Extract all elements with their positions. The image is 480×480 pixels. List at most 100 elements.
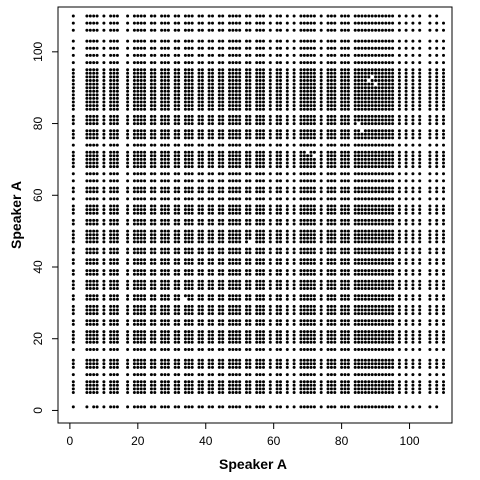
- data-point: [85, 208, 89, 212]
- data-point: [126, 405, 130, 409]
- data-point: [217, 279, 221, 283]
- data-point: [377, 247, 381, 251]
- data-point: [262, 405, 265, 409]
- data-point: [360, 82, 364, 86]
- data-point: [299, 229, 303, 233]
- data-point: [312, 161, 316, 165]
- data-point: [363, 272, 367, 276]
- data-point: [217, 96, 221, 100]
- data-point: [285, 348, 289, 351]
- data-point: [136, 46, 140, 50]
- data-point: [231, 383, 235, 387]
- data-point: [367, 136, 371, 140]
- data-point: [329, 258, 333, 262]
- data-point: [302, 337, 306, 341]
- data-point: [231, 340, 235, 344]
- data-point: [160, 240, 164, 244]
- data-point: [275, 312, 279, 316]
- data-point: [292, 258, 296, 262]
- data-point: [248, 272, 252, 276]
- data-point: [197, 287, 201, 290]
- data-point: [173, 161, 177, 165]
- data-point: [306, 129, 310, 133]
- data-point: [136, 211, 140, 215]
- data-point: [370, 294, 374, 298]
- data-point: [340, 39, 344, 43]
- data-point: [377, 211, 381, 215]
- data-point: [238, 330, 242, 334]
- data-point: [136, 107, 140, 111]
- data-point: [160, 150, 164, 154]
- data-point: [112, 283, 116, 287]
- data-point: [279, 157, 282, 161]
- data-point: [183, 222, 187, 226]
- data-point: [343, 122, 347, 126]
- data-point: [163, 222, 167, 226]
- data-point: [163, 129, 167, 133]
- data-point: [163, 154, 167, 158]
- data-point: [153, 136, 157, 140]
- data-point: [360, 387, 364, 391]
- data-point: [346, 53, 350, 57]
- data-point: [367, 383, 371, 387]
- data-point: [112, 136, 116, 140]
- data-point: [102, 258, 106, 262]
- data-point: [211, 75, 214, 79]
- data-point: [115, 308, 119, 312]
- data-point: [238, 340, 242, 344]
- data-point: [207, 21, 211, 25]
- data-point: [211, 61, 214, 65]
- data-point: [326, 71, 330, 75]
- data-point: [238, 190, 242, 194]
- data-point: [268, 104, 272, 108]
- data-point: [88, 240, 92, 244]
- data-point: [340, 179, 344, 183]
- data-point: [197, 21, 201, 25]
- data-point: [268, 136, 272, 140]
- data-point: [177, 373, 181, 377]
- data-point: [377, 154, 381, 158]
- data-point: [292, 330, 296, 334]
- data-point: [367, 154, 371, 158]
- data-point: [95, 233, 99, 237]
- data-point: [149, 190, 153, 194]
- data-point: [363, 104, 367, 108]
- data-point: [248, 150, 252, 154]
- data-point: [95, 61, 99, 65]
- data-point: [299, 294, 303, 298]
- data-point: [357, 218, 361, 222]
- data-point: [197, 272, 201, 276]
- data-point: [377, 179, 381, 183]
- data-point: [279, 218, 282, 222]
- data-point: [132, 322, 136, 326]
- data-point: [343, 114, 347, 118]
- data-point: [88, 348, 92, 351]
- data-point: [197, 89, 201, 93]
- data-point: [245, 319, 248, 323]
- data-point: [363, 143, 367, 147]
- data-point: [231, 279, 235, 283]
- data-point: [367, 179, 371, 183]
- data-point: [211, 46, 214, 50]
- data-point: [384, 251, 388, 255]
- data-point: [95, 279, 99, 283]
- data-point: [238, 348, 242, 351]
- data-point: [139, 391, 143, 394]
- data-point: [173, 269, 177, 273]
- data-point: [132, 240, 136, 244]
- data-point: [326, 319, 330, 323]
- data-point: [370, 161, 374, 165]
- data-point: [380, 247, 384, 251]
- data-point: [197, 312, 201, 316]
- data-point: [384, 279, 388, 283]
- data-point: [319, 218, 323, 222]
- data-point: [71, 380, 75, 384]
- data-point: [326, 211, 330, 215]
- data-point: [363, 218, 367, 222]
- data-point: [166, 39, 170, 43]
- data-point: [309, 348, 313, 351]
- data-point: [88, 154, 92, 158]
- data-point: [374, 211, 378, 215]
- data-point: [319, 132, 323, 136]
- data-point: [299, 240, 303, 244]
